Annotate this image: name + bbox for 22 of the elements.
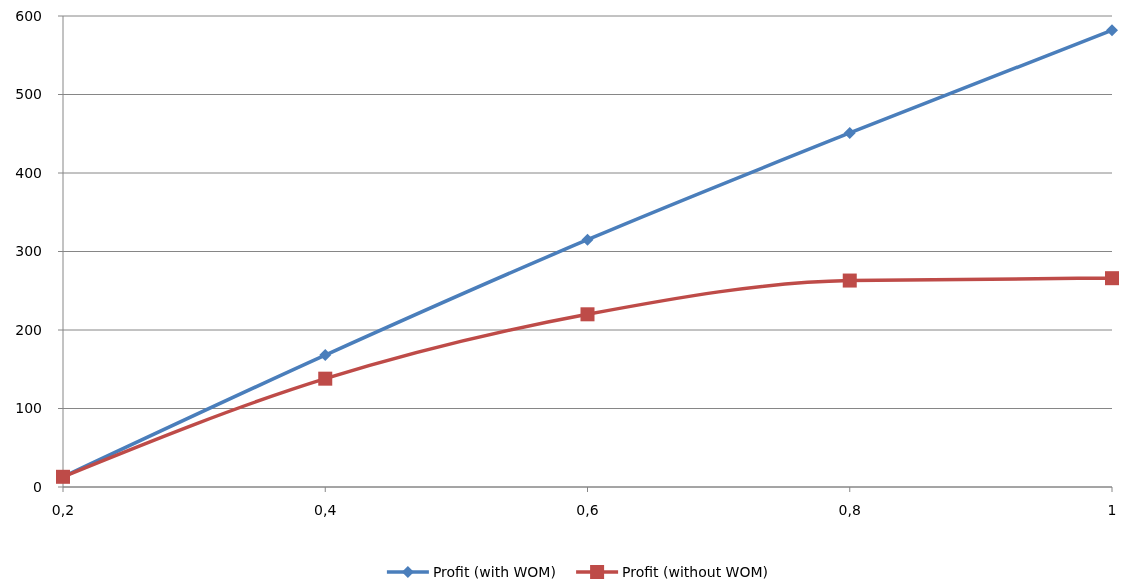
y-tick-label: 100 [15, 400, 42, 417]
point [1105, 271, 1119, 286]
point [1106, 24, 1118, 37]
point [580, 307, 595, 322]
x-tick-label: 0,8 [838, 502, 861, 518]
point [842, 273, 857, 288]
point [581, 233, 594, 246]
point [843, 126, 856, 139]
x-tick-label: 0,6 [576, 502, 599, 518]
y-tick-label: 400 [15, 164, 42, 181]
y-tick-label: 500 [15, 86, 42, 103]
y-tick-label: 600 [15, 7, 42, 24]
point [318, 371, 333, 386]
x-tick-label: 0,4 [314, 502, 337, 518]
x-tick-label: 0,2 [51, 502, 75, 518]
legend-label: Profit (without WOM) [622, 563, 769, 580]
legend-label: Profit (with WOM) [432, 563, 556, 580]
y-tick-label: 200 [15, 321, 42, 338]
y-tick-label: 0 [33, 478, 42, 495]
y-tick-label: 300 [15, 243, 42, 260]
x-tick-label: 1 [1107, 502, 1117, 518]
point [319, 349, 332, 362]
